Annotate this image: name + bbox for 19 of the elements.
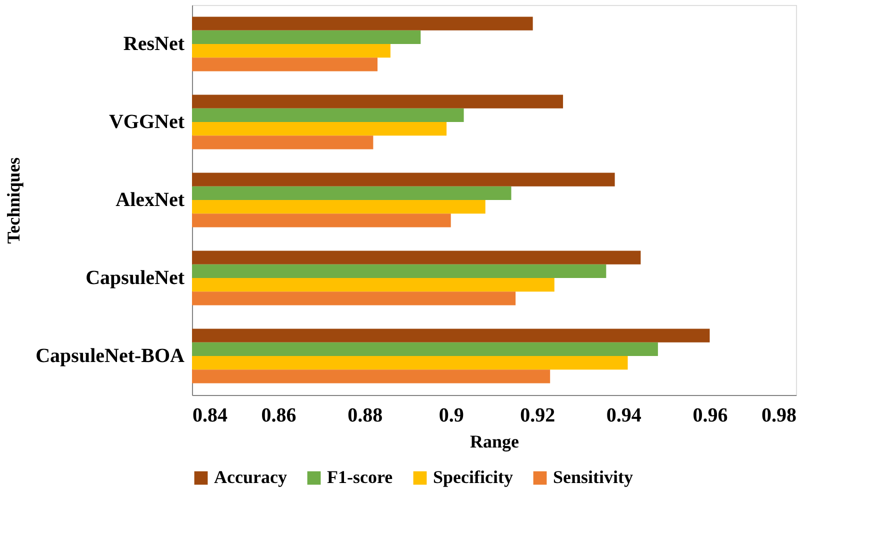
x-tick-label: 0.94 <box>606 404 642 426</box>
y-tick-label: CapsuleNet <box>86 267 185 289</box>
y-tick-label: VGGNet <box>108 111 185 133</box>
x-tick-label: 0.98 <box>762 404 796 426</box>
y-tick-label: AlexNet <box>116 189 185 211</box>
y-tick-label: ResNet <box>123 33 185 55</box>
x-axis-title: Range <box>470 432 520 452</box>
y-tick-label: CapsuleNet-BOA <box>36 345 186 367</box>
legend-label: Specificity <box>433 467 513 487</box>
y-axis-title: Techniques <box>4 157 24 244</box>
legend-label: Sensitivity <box>553 467 634 487</box>
x-tick-label: 0.86 <box>261 404 296 426</box>
x-tick-label: 0.96 <box>692 404 728 426</box>
x-tick-label: 0.84 <box>192 404 228 426</box>
x-tick-label: 0.9 <box>438 404 464 426</box>
legend-label: F1-score <box>327 467 393 487</box>
x-tick-label: 0.88 <box>348 404 383 426</box>
legend-label: Accuracy <box>214 467 287 487</box>
x-tick-label: 0.92 <box>520 404 556 426</box>
